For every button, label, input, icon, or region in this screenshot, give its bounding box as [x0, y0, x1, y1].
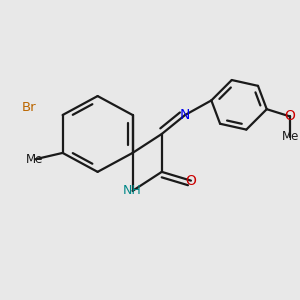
Text: NH: NH: [123, 184, 142, 197]
Text: O: O: [185, 174, 197, 188]
Text: O: O: [285, 110, 296, 124]
Text: N: N: [180, 108, 190, 122]
Text: Me: Me: [281, 130, 299, 143]
Text: Me: Me: [26, 153, 44, 166]
Text: Br: Br: [22, 101, 36, 114]
